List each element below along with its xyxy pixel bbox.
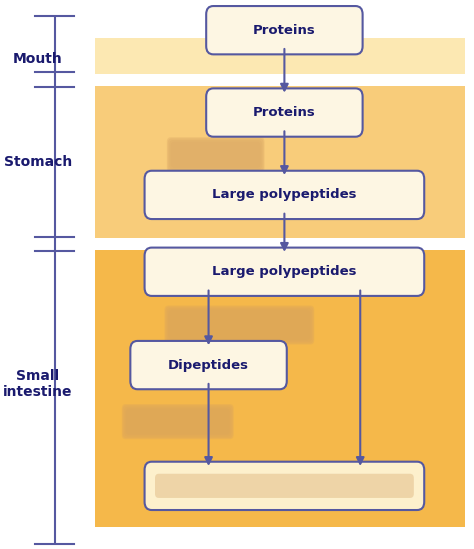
Text: Stomach: Stomach bbox=[4, 155, 72, 169]
FancyBboxPatch shape bbox=[167, 137, 264, 172]
FancyBboxPatch shape bbox=[165, 306, 313, 344]
FancyBboxPatch shape bbox=[145, 248, 424, 296]
Text: Mouth: Mouth bbox=[13, 52, 63, 66]
FancyBboxPatch shape bbox=[164, 305, 314, 345]
Text: Proteins: Proteins bbox=[253, 24, 316, 37]
FancyBboxPatch shape bbox=[168, 138, 264, 171]
FancyBboxPatch shape bbox=[126, 408, 230, 435]
Bar bbox=[95, 244, 465, 527]
Text: Large polypeptides: Large polypeptides bbox=[212, 188, 356, 201]
FancyBboxPatch shape bbox=[124, 407, 231, 436]
FancyBboxPatch shape bbox=[168, 310, 310, 340]
FancyBboxPatch shape bbox=[155, 474, 414, 498]
Bar bbox=[95, 38, 465, 80]
FancyBboxPatch shape bbox=[155, 474, 414, 498]
Bar bbox=[95, 238, 465, 250]
FancyBboxPatch shape bbox=[155, 474, 414, 498]
Text: Small
intestine: Small intestine bbox=[3, 369, 73, 400]
Bar bbox=[95, 80, 465, 244]
Bar bbox=[95, 74, 465, 86]
FancyBboxPatch shape bbox=[167, 309, 312, 341]
Text: Large polypeptides: Large polypeptides bbox=[212, 265, 356, 278]
FancyBboxPatch shape bbox=[206, 6, 363, 54]
FancyBboxPatch shape bbox=[130, 341, 287, 389]
Text: Dipeptides: Dipeptides bbox=[168, 358, 249, 372]
FancyBboxPatch shape bbox=[171, 142, 261, 168]
FancyBboxPatch shape bbox=[169, 140, 262, 170]
FancyBboxPatch shape bbox=[145, 171, 424, 219]
FancyBboxPatch shape bbox=[145, 462, 424, 510]
FancyBboxPatch shape bbox=[123, 405, 233, 438]
Text: Proteins: Proteins bbox=[253, 106, 316, 119]
FancyBboxPatch shape bbox=[122, 404, 234, 439]
FancyBboxPatch shape bbox=[206, 88, 363, 137]
